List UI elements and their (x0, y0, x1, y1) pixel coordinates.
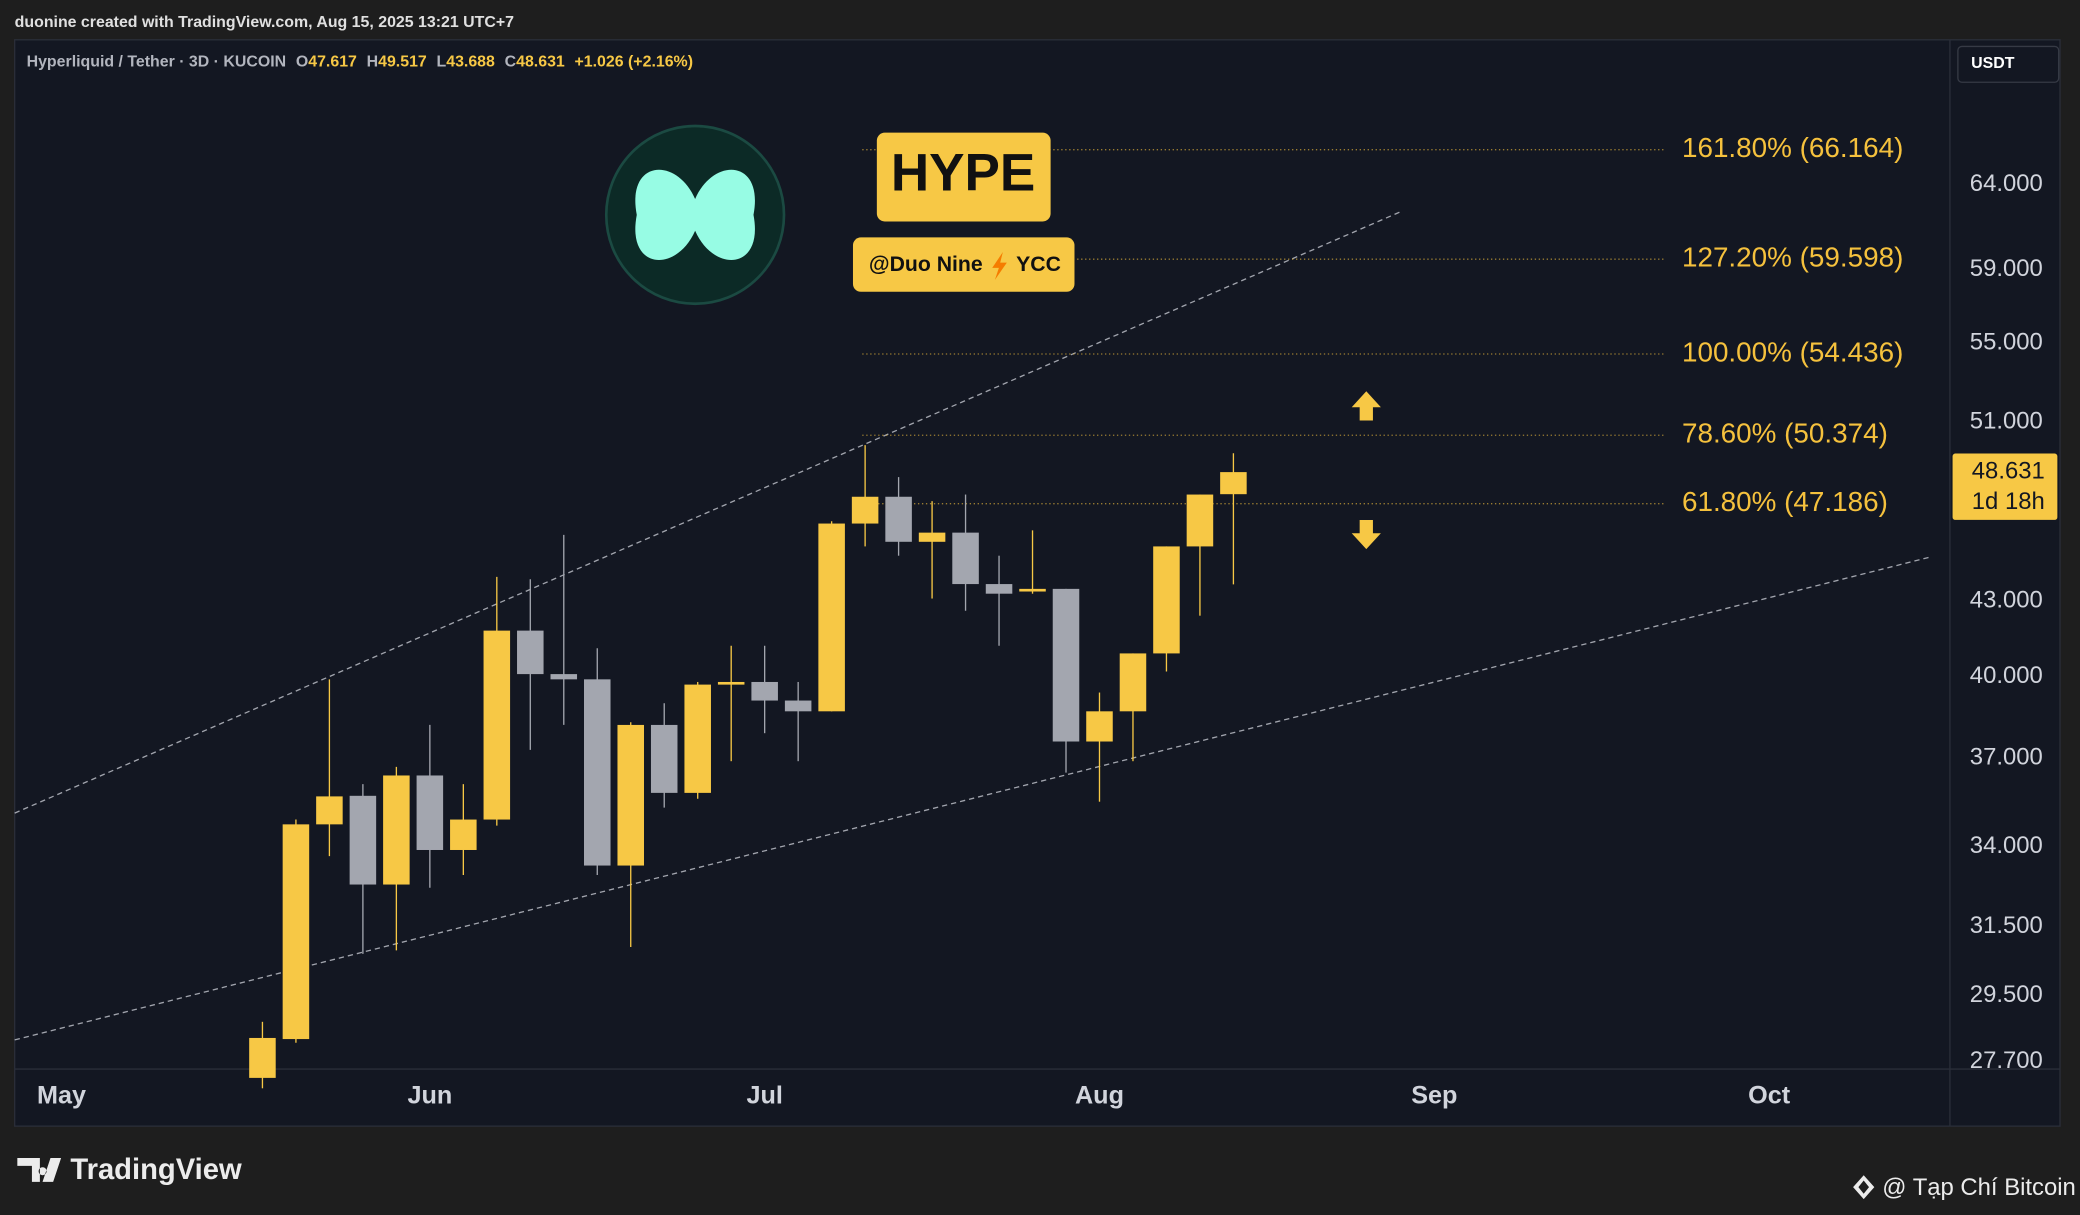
y-tick-label: 29.500 (1970, 981, 2043, 1008)
fib-label: 161.80% (66.164) (1682, 132, 1903, 163)
candle-body (1052, 588, 1080, 742)
ohlc-value: 49.517 (378, 54, 427, 71)
up-arrow (1351, 391, 1381, 421)
y-tick-label: 31.500 (1970, 912, 2043, 939)
symbol: Hyperliquid / Tether · 3D · KUCOIN (27, 54, 287, 71)
y-tick-label: 27.700 (1970, 1047, 2043, 1074)
candle-body (684, 684, 711, 793)
candle-body (985, 584, 1013, 594)
candle-body (1153, 546, 1180, 654)
author: @Duo Nine (869, 253, 983, 276)
candle-body (583, 679, 611, 866)
candle-body (349, 795, 377, 885)
fib-label: 78.60% (50.374) (1682, 418, 1888, 449)
ticker-badge (876, 132, 1051, 222)
candle-body (550, 674, 578, 680)
candle-body (751, 681, 778, 701)
fib-label: 127.20% (59.598) (1682, 242, 1903, 273)
candle-body (818, 523, 845, 712)
y-tick-label: 43.000 (1970, 586, 2043, 613)
x-tick-label: Jul (746, 1082, 782, 1110)
candle-body (885, 496, 912, 542)
candle-body (483, 630, 511, 820)
group: YCC (1016, 253, 1061, 276)
lightning-icon (992, 252, 1007, 280)
currency-button[interactable] (1957, 45, 2060, 83)
candle-body (952, 532, 979, 585)
ohlc-value: 43.688 (446, 54, 495, 71)
currency: USDT (1971, 55, 2015, 72)
candle-body (617, 724, 645, 866)
candle-body (282, 824, 310, 1040)
plot: 161.80% (66.164) 127.20% (59.598) 100.00% … (249, 132, 1903, 1089)
candle-body (918, 532, 946, 542)
countdown: 1d 18h (1972, 488, 2045, 515)
candle-body (1019, 588, 1046, 592)
legend-line: Hyperliquid / Tether · 3D · KUCOIN O47.6… (27, 54, 693, 71)
ohlc-value: 47.617 (308, 54, 357, 71)
candle-body (416, 775, 444, 850)
down-arrow (1351, 519, 1381, 550)
trend-line (14, 556, 1931, 1041)
candle-body (517, 630, 544, 675)
candle-body (717, 681, 745, 685)
logo-mark (635, 169, 755, 260)
candle-body (450, 819, 477, 850)
price-tag (1952, 453, 2058, 520)
y-tick-label: 40.000 (1970, 662, 2043, 689)
brand: TradingView (70, 1154, 242, 1186)
y-tick-label: 64.000 (1970, 170, 2043, 197)
y-tick-label: 55.000 (1970, 329, 2043, 356)
brand-logo (17, 1157, 62, 1182)
candle-body (851, 496, 879, 524)
candle-body (1220, 472, 1247, 495)
candle-body (1086, 711, 1113, 742)
x-tick-label: May (37, 1082, 86, 1110)
candle-body (249, 1037, 276, 1078)
candle-body (1119, 653, 1147, 712)
fib-label: 100.00% (54.436) (1682, 336, 1903, 367)
x-tick-label: Jun (407, 1082, 452, 1110)
created-note: duonine created with TradingView.com, Au… (15, 14, 514, 31)
y-tick-label: 37.000 (1970, 744, 2043, 771)
candle-body (316, 796, 343, 825)
candle-body (784, 700, 812, 712)
fib-label: 61.80% (47.186) (1682, 486, 1888, 517)
trend-line (14, 211, 1400, 814)
candle-body (650, 724, 678, 793)
x-tick-label: Sep (1411, 1082, 1457, 1110)
y-tick-label: 34.000 (1970, 832, 2043, 859)
ohlc-letter: O (296, 54, 308, 71)
candle-body (383, 775, 410, 885)
credit: @ Tạp Chí Bitcoin (1882, 1174, 2076, 1201)
ticker: HYPE (891, 143, 1035, 202)
ohlc-letter: H (367, 54, 379, 71)
candle-body (1186, 494, 1214, 547)
change: +1.026 (+2.16%) (575, 54, 694, 71)
y-tick-label: 51.000 (1970, 408, 2043, 435)
x-tick-label: Aug (1075, 1082, 1124, 1110)
ohlc-letter: C (505, 54, 517, 71)
x-tick-label: Oct (1748, 1082, 1791, 1110)
ohlc-letter: L (437, 54, 447, 71)
y-tick-label: 59.000 (1970, 255, 2043, 282)
last-price: 48.631 (1972, 457, 2045, 484)
author-badge (852, 237, 1075, 292)
ohlc-value: 48.631 (516, 54, 565, 71)
